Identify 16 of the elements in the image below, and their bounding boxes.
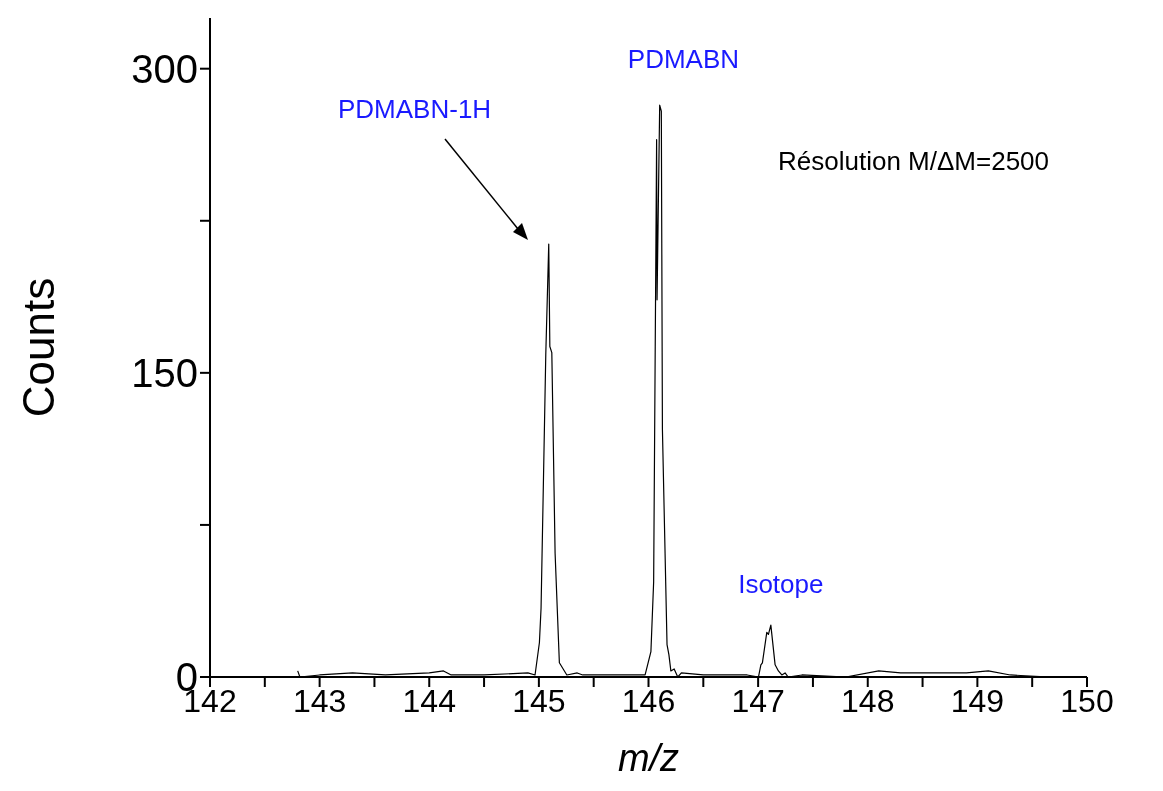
x-tick-label: 146 — [621, 682, 676, 719]
x-tick-label: 147 — [731, 682, 785, 719]
y-axis-title: Counts — [13, 277, 63, 418]
x-tick-label: 145 — [512, 682, 566, 719]
annotation: PDMABN — [627, 44, 740, 75]
annotation: Résolution M/ΔM=2500 — [778, 146, 1050, 177]
annotation: PDMABN-1H — [338, 94, 492, 125]
x-tick-label: 148 — [841, 682, 895, 719]
annotation: Isotope — [738, 568, 824, 599]
x-tick-label: 143 — [292, 682, 347, 719]
y-tick-label: 300 — [131, 46, 198, 91]
x-tick-label: 150 — [1060, 682, 1114, 719]
x-tick-label: 149 — [950, 682, 1005, 719]
x-tick-label: 144 — [402, 682, 456, 719]
x-axis-title: m/z — [617, 737, 680, 779]
y-tick-label: 150 — [131, 351, 198, 396]
